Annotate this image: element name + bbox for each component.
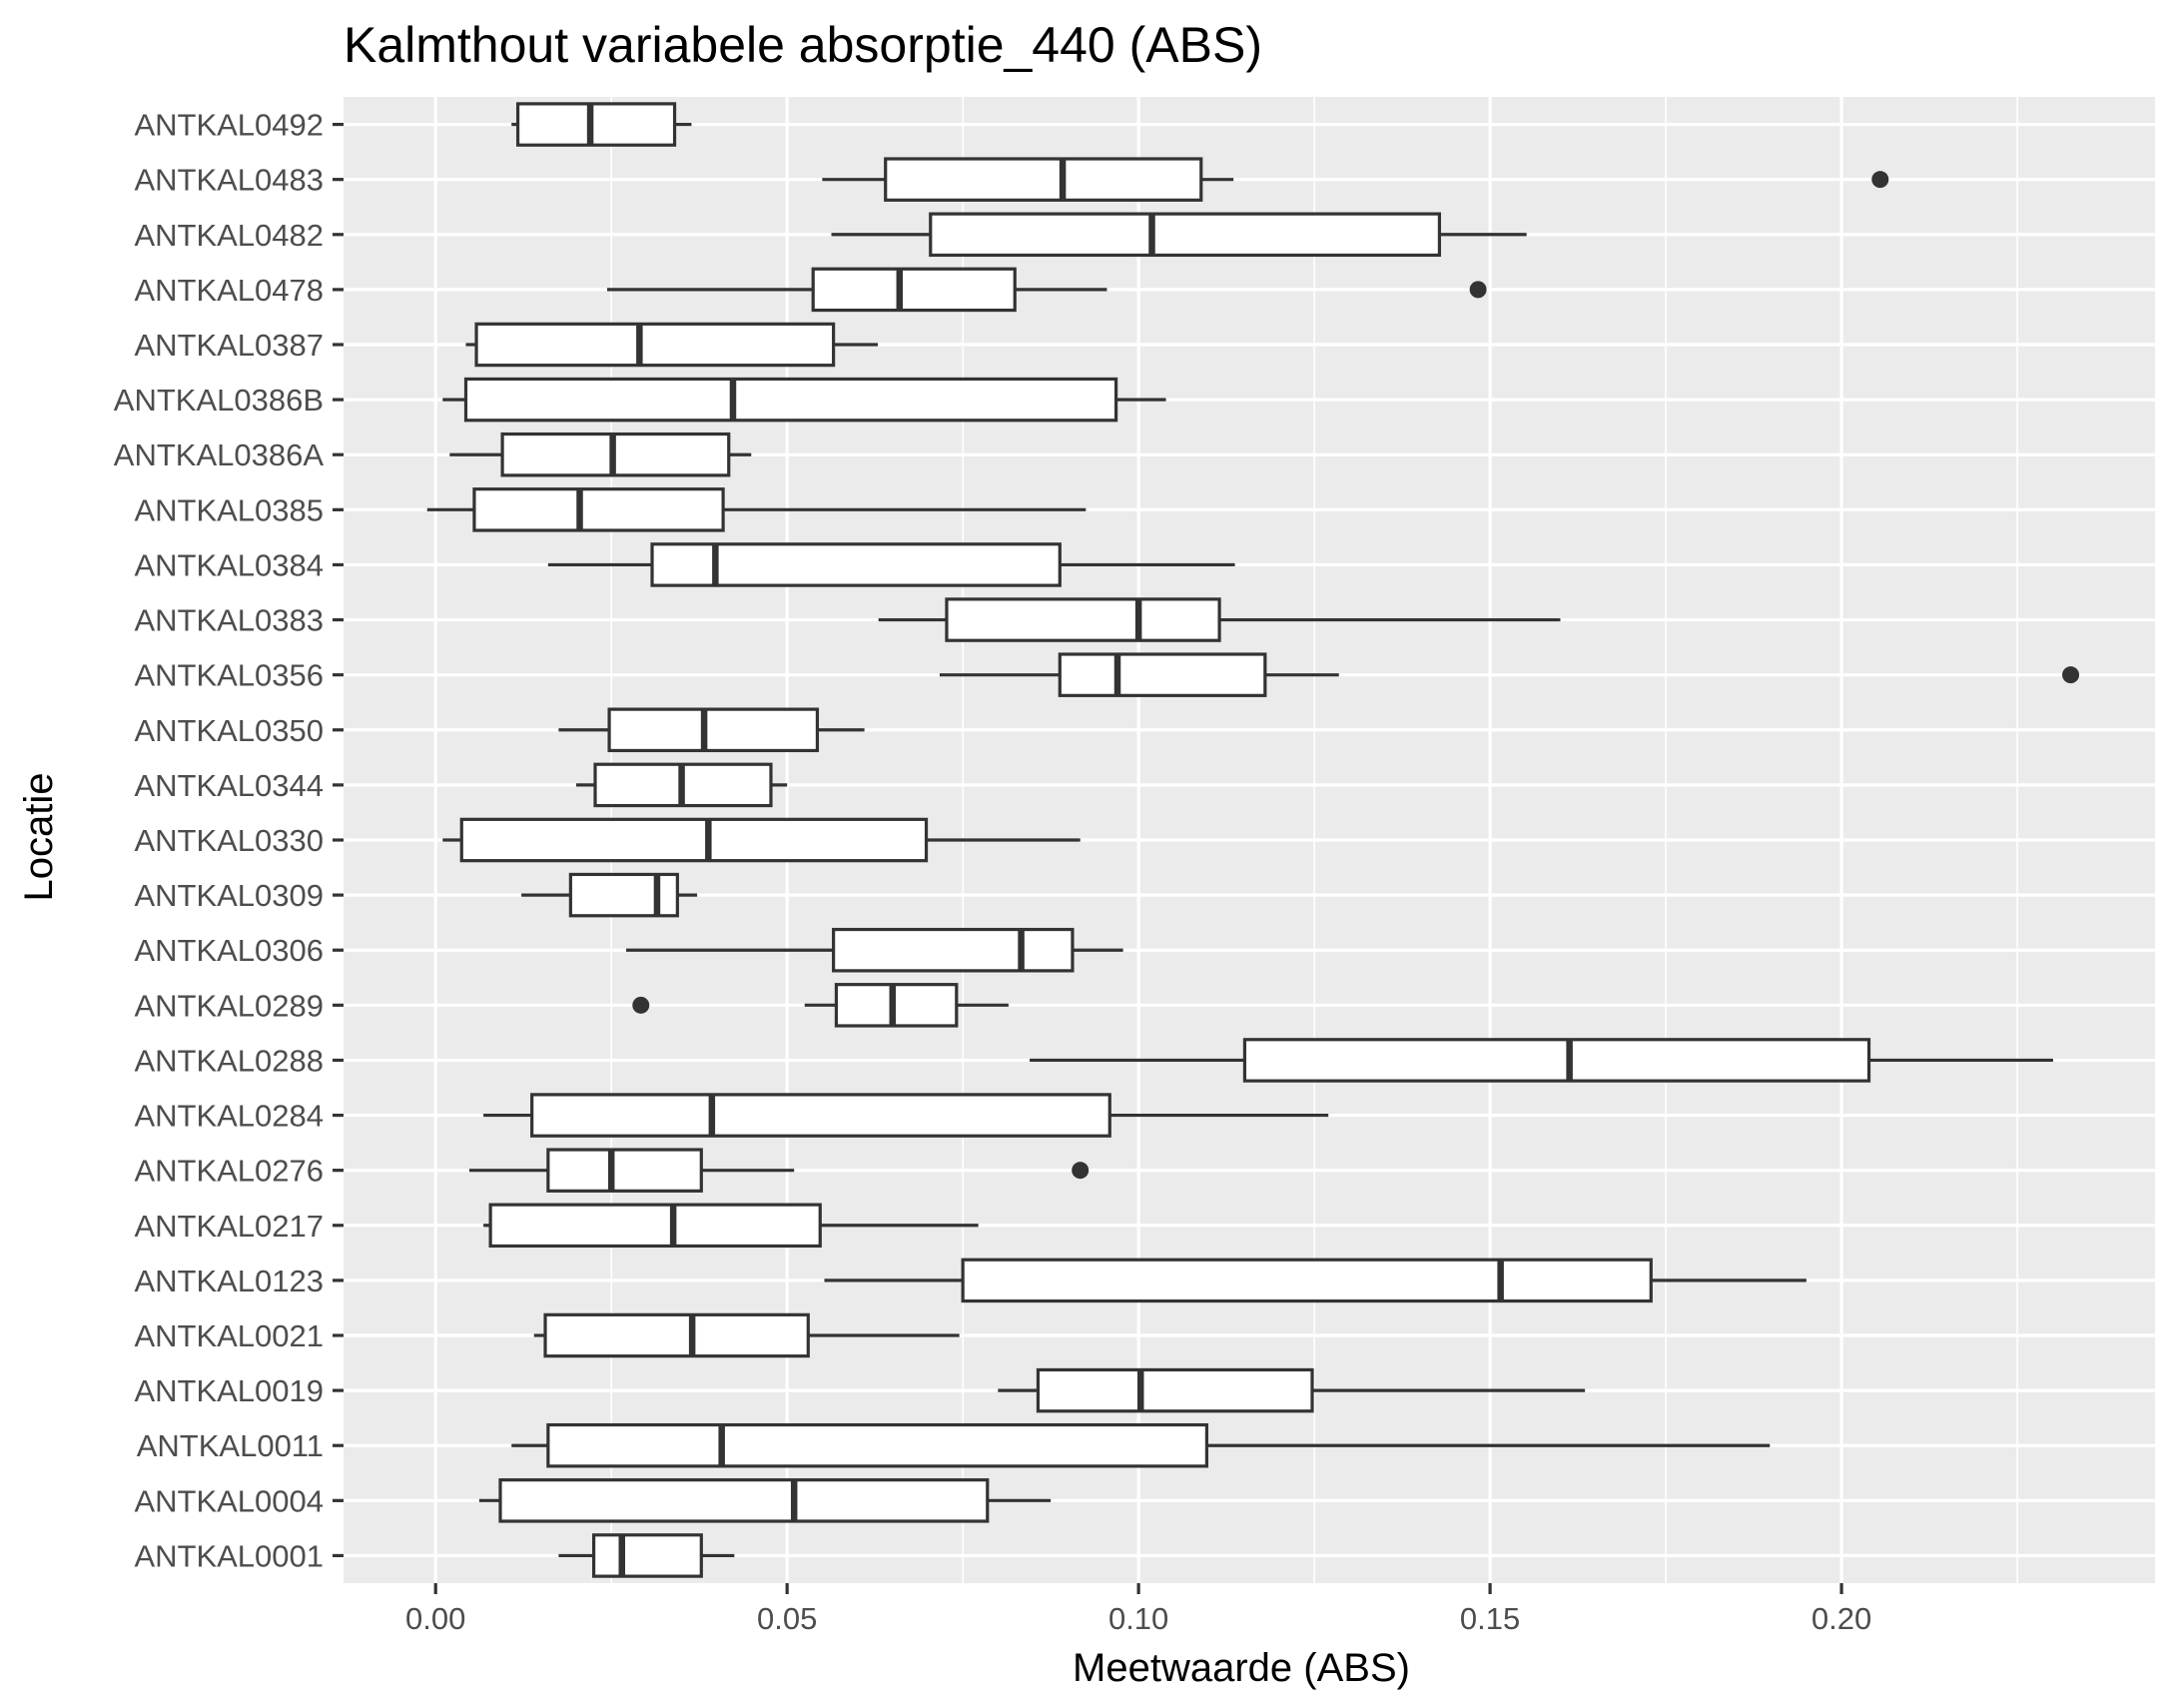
axes: ANTKAL0492 ANTKAL0483 ANTKAL0482 ANTKAL0478… [114,108,1871,1636]
box-antkal0383 [878,597,1561,642]
iqr-box [1058,652,1267,697]
x-tick-label: 0.05 [757,1601,817,1636]
y-tick-label: ANTKAL0492 [134,108,324,143]
y-tick-label: ANTKAL0021 [134,1318,324,1353]
box-antkal0004 [478,1478,1052,1523]
outlier-point [1072,1162,1090,1180]
box-antkal0385 [426,487,1087,532]
y-tick-label: ANTKAL0385 [134,492,324,527]
y-tick-label: ANTKAL0123 [134,1264,324,1298]
box-antkal0284 [483,1093,1329,1138]
y-tick-label: ANTKAL0386A [114,437,325,472]
outlier-point [632,996,650,1014]
box-antkal0306 [625,927,1123,973]
y-axis-title: Locatie [17,773,61,902]
box-antkal0011 [511,1422,1771,1468]
box-antkal0492 [511,102,692,147]
iqr-box [530,1093,1111,1138]
iqr-box [945,597,1221,642]
x-tick-label: 0.10 [1108,1601,1168,1636]
y-tick-label: ANTKAL0350 [134,713,324,748]
box-antkal0387 [465,322,878,368]
box-antkal0478 [606,267,1487,313]
boxes [426,102,2080,1578]
y-tick-label: ANTKAL0019 [134,1373,324,1408]
box-antkal0483 [822,157,1889,202]
box-antkal0019 [998,1367,1586,1413]
box-antkal0350 [558,707,865,753]
x-tick-label: 0.00 [405,1601,465,1636]
iqr-box [832,927,1075,973]
y-tick-label: ANTKAL0284 [134,1099,324,1134]
y-tick-label: ANTKAL0276 [134,1154,324,1189]
box-antkal0123 [824,1258,1807,1303]
x-axis-title: Meetwaarde (ABS) [1073,1646,1410,1690]
outlier-point [2062,666,2080,684]
y-tick-label: ANTKAL0309 [134,878,324,913]
iqr-box [474,322,836,368]
iqr-box [591,1533,703,1578]
iqr-box [650,542,1062,587]
y-tick-label: ANTKAL0356 [134,658,324,693]
box-antkal0021 [533,1312,960,1358]
y-tick-label: ANTKAL0289 [134,988,324,1023]
iqr-box [546,1422,1209,1468]
iqr-box [929,212,1442,258]
chart-title: Kalmthout variabele absorptie_440 (ABS) [344,17,1262,73]
box-antkal0001 [558,1533,735,1578]
iqr-box [546,1148,703,1193]
y-tick-label: ANTKAL0330 [134,823,324,858]
y-tick-label: ANTKAL0478 [134,273,324,308]
box-antkal0289 [632,983,1009,1028]
iqr-box [884,157,1203,202]
iqr-box [811,267,1017,313]
y-tick-label: ANTKAL0001 [134,1538,324,1573]
iqr-box [834,983,959,1028]
box-antkal0384 [547,542,1235,587]
iqr-box [543,1312,810,1358]
box-antkal0482 [831,212,1527,258]
box-antkal0309 [521,872,698,918]
box-antkal0276 [469,1148,1090,1193]
y-tick-label: ANTKAL0011 [137,1428,324,1463]
iqr-box [472,487,725,532]
y-tick-label: ANTKAL0217 [134,1209,324,1244]
y-tick-label: ANTKAL0288 [134,1043,324,1078]
iqr-box [488,1203,822,1249]
iqr-box [498,1478,990,1523]
y-tick-label: ANTKAL0384 [134,547,324,582]
iqr-box [568,872,679,918]
box-antkal0330 [442,817,1081,863]
y-tick-label: ANTKAL0482 [134,218,324,253]
box-antkal0386a [449,431,752,477]
y-tick-label: ANTKAL0004 [134,1483,324,1518]
box-antkal0217 [483,1203,979,1249]
iqr-box [1242,1038,1871,1083]
y-tick-label: ANTKAL0387 [134,328,324,363]
y-tick-label: ANTKAL0383 [134,603,324,638]
y-tick-label: ANTKAL0483 [134,163,324,198]
iqr-box [607,707,820,753]
x-tick-label: 0.15 [1460,1601,1520,1636]
box-antkal0344 [575,762,788,808]
iqr-box [463,377,1118,423]
y-tick-label: ANTKAL0306 [134,933,324,968]
box-antkal0386b [442,377,1166,423]
y-tick-label: ANTKAL0344 [134,768,324,803]
iqr-box [515,102,677,147]
iqr-box [1036,1367,1314,1413]
iqr-box [961,1258,1653,1303]
y-tick-label: ANTKAL0386B [114,383,324,418]
box-antkal0288 [1030,1038,2053,1083]
x-tick-label: 0.20 [1812,1601,1871,1636]
outlier-point [1871,171,1889,189]
outlier-point [1469,281,1487,299]
gridlines [344,97,2155,1583]
box-antkal0356 [939,652,2080,697]
iqr-box [459,817,929,863]
